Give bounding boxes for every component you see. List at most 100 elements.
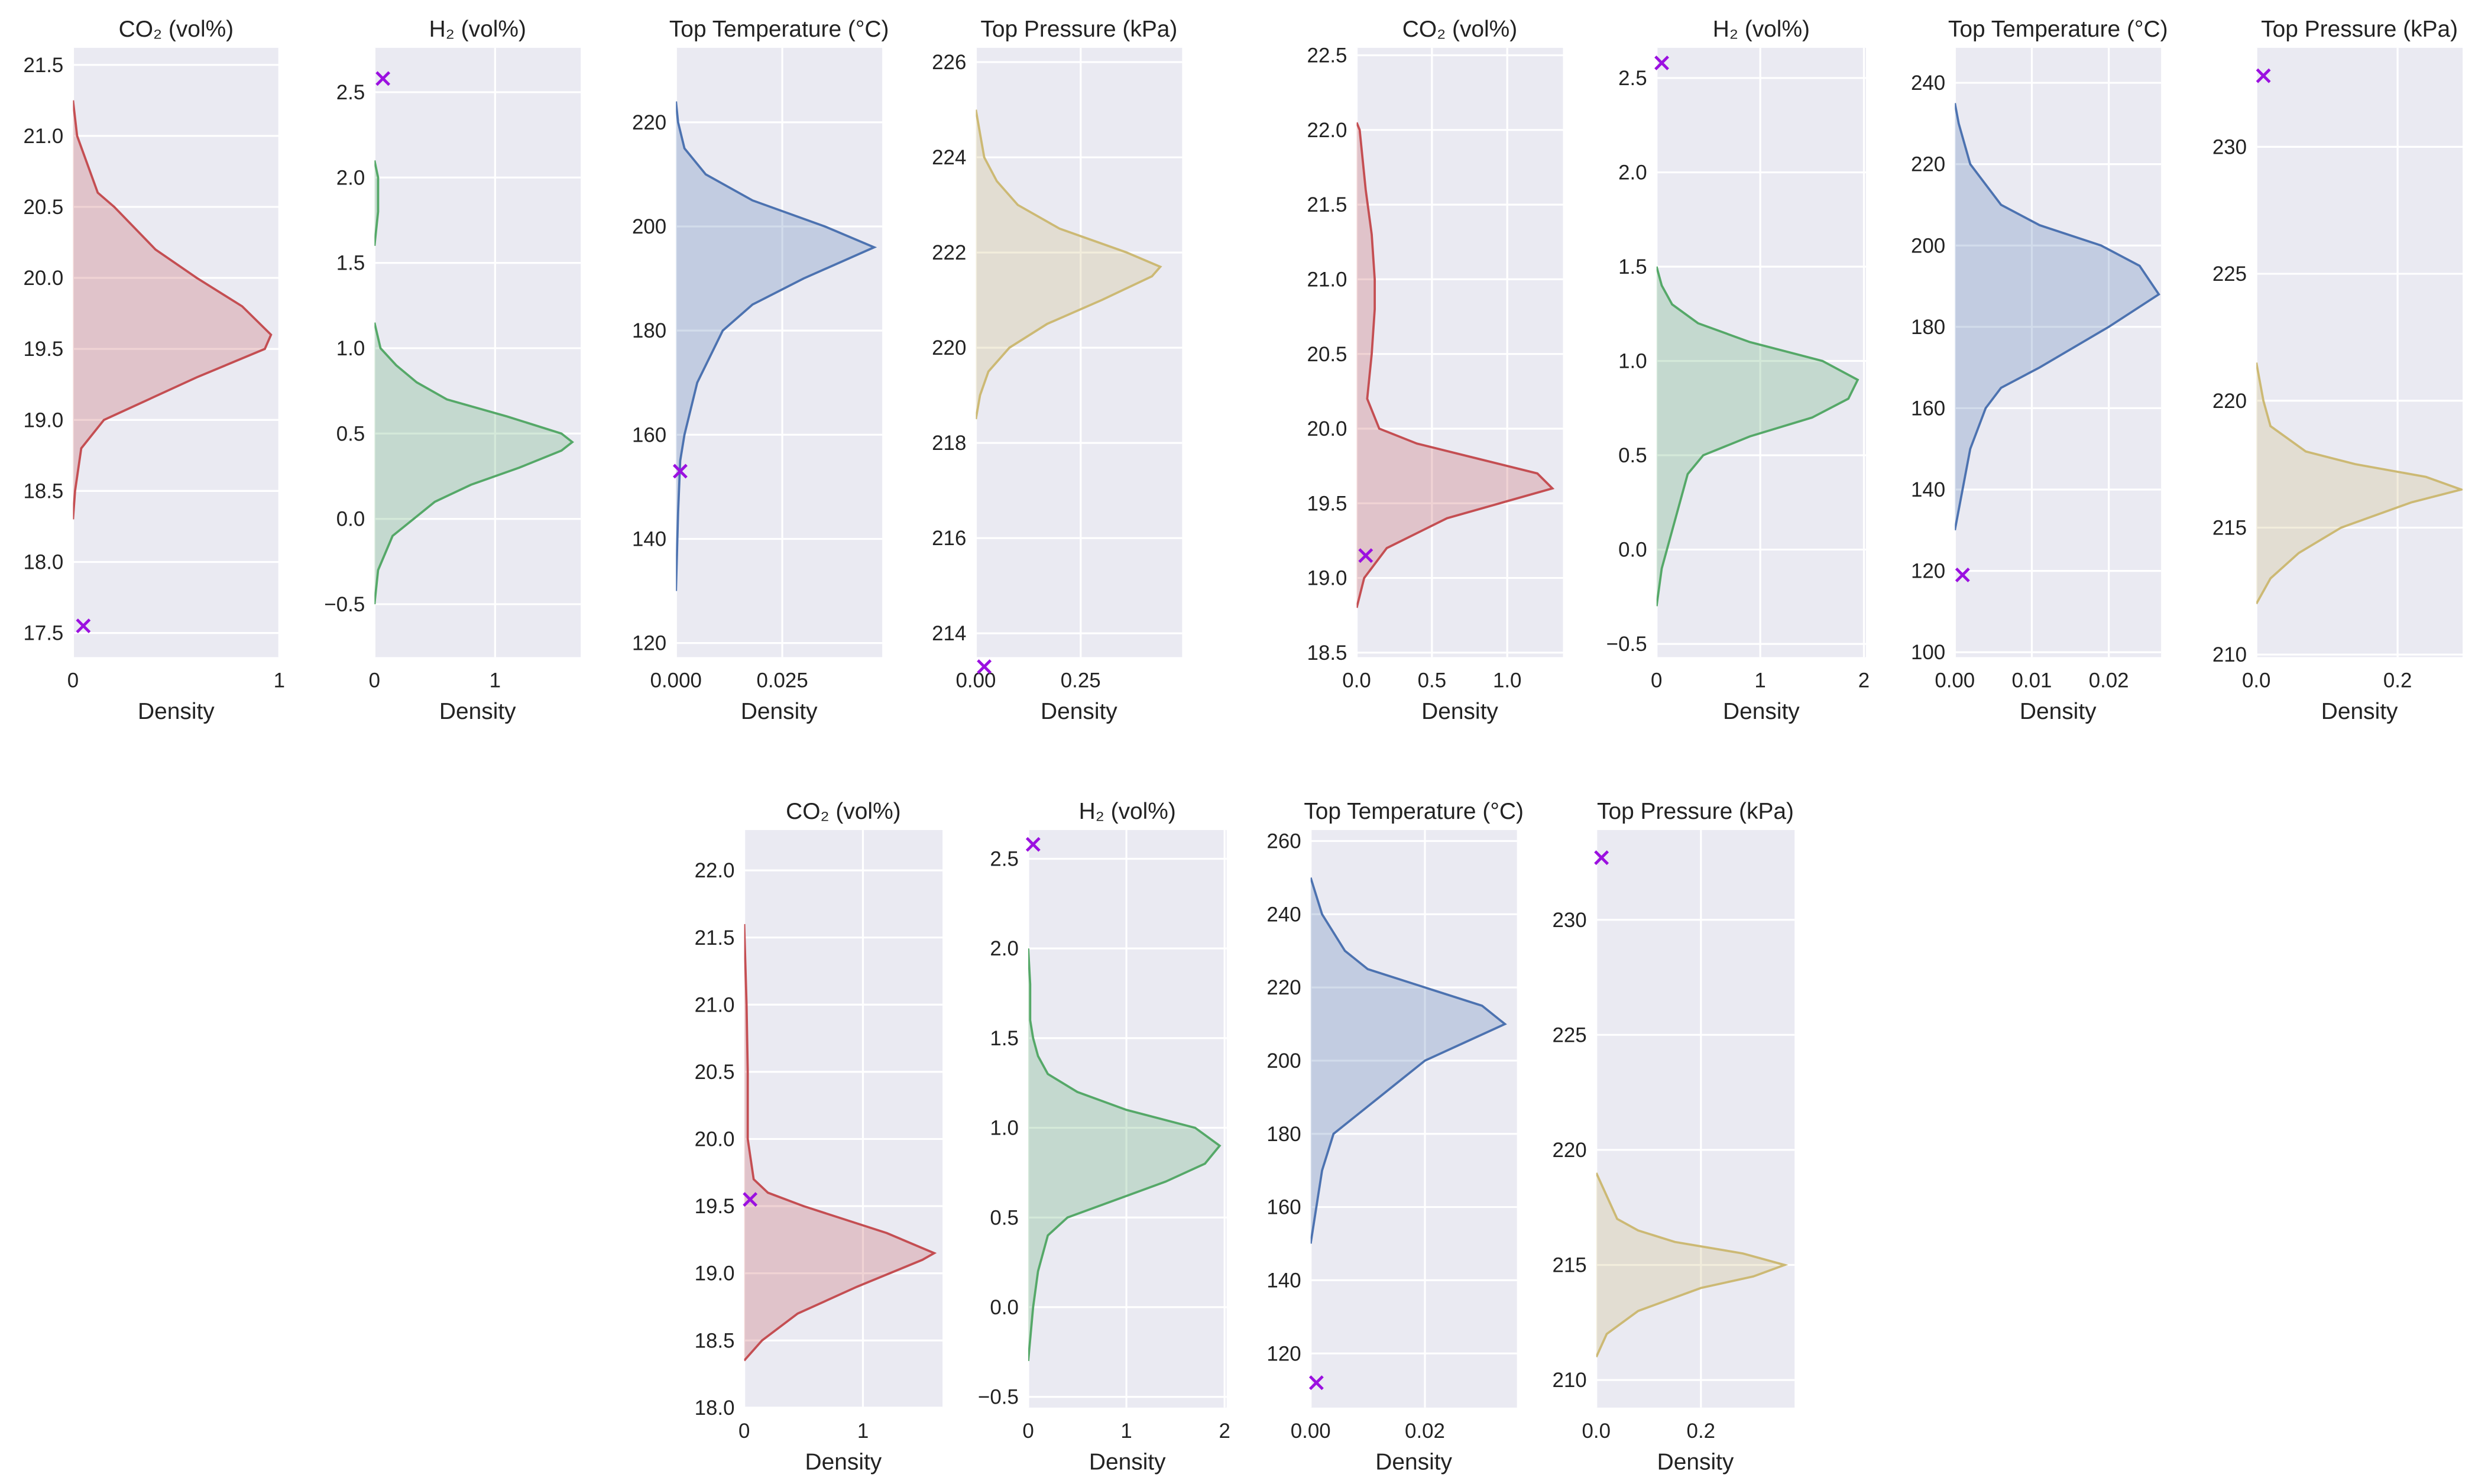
x-tick-label: 0.000 bbox=[650, 669, 702, 692]
y-tick-label: −0.5 bbox=[324, 593, 365, 616]
y-tick-label: 200 bbox=[1911, 234, 1945, 257]
x-tick-label: 0.02 bbox=[1405, 1420, 1445, 1443]
x-axis-label: Density bbox=[1421, 699, 1498, 724]
marker-x bbox=[1955, 568, 1970, 582]
y-tick-label: 0.0 bbox=[990, 1296, 1018, 1319]
x-axis-label: Density bbox=[439, 699, 516, 724]
y-tick-label: 19.5 bbox=[695, 1195, 735, 1218]
density-line bbox=[1028, 948, 1222, 1362]
x-tick-label: 0 bbox=[1651, 669, 1662, 692]
plot-background bbox=[976, 47, 1183, 657]
y-tick-label: 0.5 bbox=[336, 422, 365, 445]
subplot: −0.5 0.0 0.5 1.0 1.5 2.0 2.5 0 1 2 H₂ (vol%) Densit… bbox=[1606, 17, 1870, 724]
y-tick-label: 18.0 bbox=[695, 1396, 735, 1420]
y-tick-label: 220 bbox=[1266, 976, 1301, 999]
plot-background bbox=[73, 47, 280, 657]
y-tick-label: 120 bbox=[1266, 1342, 1301, 1365]
y-tick-label: 140 bbox=[1911, 478, 1945, 501]
density-line bbox=[1656, 266, 1859, 607]
density-area bbox=[744, 924, 935, 1361]
plot-background bbox=[1028, 830, 1227, 1408]
x-tick-label: 0.2 bbox=[2383, 669, 2412, 692]
y-tick-label: 160 bbox=[1911, 397, 1945, 420]
density-area bbox=[1656, 266, 1858, 607]
y-tick-label: 220 bbox=[2212, 390, 2247, 413]
y-tick-label: 21.5 bbox=[23, 54, 63, 77]
plot-background bbox=[1310, 830, 1517, 1408]
y-tick-label: 18.0 bbox=[23, 551, 63, 574]
y-tick-label: −0.5 bbox=[1606, 633, 1647, 656]
x-axis-label: Density bbox=[138, 699, 215, 724]
y-tick-label: 2.0 bbox=[1618, 161, 1647, 184]
x-tick-label: 2 bbox=[1858, 669, 1870, 692]
y-tick-label: 19.0 bbox=[23, 409, 63, 432]
y-tick-label: 0.5 bbox=[1618, 444, 1647, 467]
y-tick-label: 120 bbox=[632, 632, 666, 655]
x-tick-label: 0.00 bbox=[1935, 669, 1975, 692]
plot-background bbox=[744, 830, 943, 1408]
y-tick-label: 18.5 bbox=[23, 479, 63, 503]
y-tick-label: 2.0 bbox=[990, 937, 1018, 960]
density-line bbox=[374, 160, 574, 605]
y-tick-label: 218 bbox=[932, 432, 966, 455]
y-tick-label: 260 bbox=[1266, 830, 1301, 853]
subplot-title: Top Temperature (°C) bbox=[1304, 799, 1524, 824]
x-tick-label: 0 bbox=[369, 669, 380, 692]
y-tick-label: 20.5 bbox=[23, 196, 63, 219]
subplot: 210 215 220 225 230 0.0 0.2 Top Pressure (kPa) D… bbox=[2212, 17, 2463, 724]
y-tick-label: 22.5 bbox=[1307, 44, 1347, 67]
x-axis-label: Density bbox=[1375, 1449, 1452, 1475]
y-tick-label: 21.0 bbox=[23, 125, 63, 148]
x-tick-label: 1 bbox=[490, 669, 501, 692]
y-tick-label: 19.0 bbox=[695, 1262, 735, 1285]
y-tick-label: 1.0 bbox=[1618, 350, 1647, 373]
density-area bbox=[976, 109, 1161, 419]
x-axis-label: Density bbox=[1723, 699, 1800, 724]
x-tick-label: 0.02 bbox=[2089, 669, 2129, 692]
y-tick-label: 200 bbox=[1266, 1049, 1301, 1073]
y-tick-label: 20.5 bbox=[1307, 343, 1347, 366]
x-tick-label: 0.0 bbox=[1582, 1420, 1611, 1443]
density-line bbox=[976, 109, 1162, 420]
x-axis-label: Density bbox=[1041, 699, 1117, 724]
y-tick-label: 160 bbox=[632, 423, 666, 446]
plot-background bbox=[1955, 47, 2162, 657]
x-tick-label: 1 bbox=[857, 1420, 869, 1443]
x-tick-label: 0.0 bbox=[1342, 669, 1371, 692]
y-tick-label: 140 bbox=[632, 528, 666, 551]
subplot: −0.5 0.0 0.5 1.0 1.5 2.0 2.5 0 1 2 H₂ (vol%) Densit… bbox=[978, 799, 1230, 1475]
y-tick-label: 1.5 bbox=[336, 252, 365, 275]
y-tick-label: 21.5 bbox=[1307, 193, 1347, 216]
density-area bbox=[1356, 122, 1553, 608]
y-tick-label: 180 bbox=[1266, 1123, 1301, 1146]
x-tick-label: 0 bbox=[738, 1420, 750, 1443]
x-axis-label: Density bbox=[805, 1449, 882, 1475]
y-tick-label: 230 bbox=[1552, 909, 1586, 932]
density-area bbox=[1955, 103, 2159, 530]
marker-x bbox=[743, 1192, 758, 1207]
density-area bbox=[1028, 948, 1220, 1361]
x-tick-label: 0.025 bbox=[756, 669, 808, 692]
x-tick-label: 1.0 bbox=[1493, 669, 1521, 692]
density-area bbox=[73, 100, 271, 520]
y-tick-label: 225 bbox=[1552, 1023, 1586, 1046]
x-tick-label: 0.25 bbox=[1061, 669, 1101, 692]
plot-background bbox=[1596, 830, 1795, 1408]
y-tick-label: 220 bbox=[632, 111, 666, 134]
y-tick-label: 18.5 bbox=[1307, 641, 1347, 665]
y-tick-label: 226 bbox=[932, 51, 966, 74]
y-tick-label: 20.5 bbox=[695, 1061, 735, 1084]
y-tick-label: 215 bbox=[2212, 517, 2247, 540]
x-axis-label: Density bbox=[2321, 699, 2398, 724]
x-axis-label: Density bbox=[2020, 699, 2097, 724]
y-tick-label: 2.0 bbox=[336, 166, 365, 189]
y-tick-label: 220 bbox=[932, 336, 966, 359]
y-tick-label: 100 bbox=[1911, 641, 1945, 664]
subplot: 100 120 140 160 180 200 220 240 0.00 0.01 0.02 Top … bbox=[1911, 17, 2168, 724]
y-tick-label: 21.0 bbox=[1307, 268, 1347, 291]
subplot-title: Top Pressure (kPa) bbox=[980, 17, 1177, 42]
y-tick-label: 160 bbox=[1266, 1196, 1301, 1219]
y-tick-label: 200 bbox=[632, 215, 666, 238]
y-tick-label: 120 bbox=[1911, 560, 1945, 583]
